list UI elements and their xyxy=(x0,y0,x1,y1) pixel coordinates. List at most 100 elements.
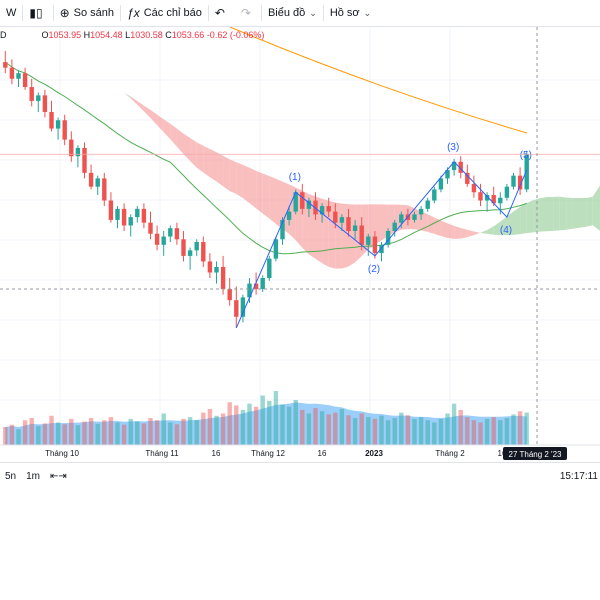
volume-bar xyxy=(385,420,391,445)
redo-icon: ↷ xyxy=(240,6,251,20)
candle-body xyxy=(42,95,48,112)
candle-body xyxy=(346,217,351,231)
candle-body xyxy=(102,178,107,201)
candle-body xyxy=(491,195,496,204)
candle-body xyxy=(141,208,147,223)
volume-bar xyxy=(293,400,298,445)
candle-body xyxy=(108,200,114,220)
candle-body xyxy=(260,278,265,290)
candle-body xyxy=(399,214,404,223)
ichimoku-cloud-segment xyxy=(526,200,534,234)
volume-bar xyxy=(161,413,166,445)
candle-type-button[interactable]: ▮▯ xyxy=(23,0,52,26)
open-value: 1053.95 xyxy=(48,30,82,40)
candle-body xyxy=(187,250,193,256)
candle-body xyxy=(412,214,417,220)
candle-body xyxy=(69,139,74,157)
interval-label: W xyxy=(6,7,17,19)
volume-bar xyxy=(62,424,67,445)
ichimoku-cloud-segment xyxy=(586,196,593,227)
volume-bar xyxy=(491,417,496,445)
volume-bar xyxy=(29,418,34,445)
volume-bar xyxy=(135,421,140,445)
candle-body xyxy=(286,211,292,220)
candle-body xyxy=(121,208,127,226)
candle-body xyxy=(293,192,298,212)
long-moving-average xyxy=(229,27,528,134)
ichimoku-cloud-segment xyxy=(460,228,468,239)
candle-body xyxy=(471,183,477,193)
ichimoku-cloud-segment xyxy=(275,178,283,230)
ichimoku-cloud-segment xyxy=(487,226,494,235)
ichimoku-cloud-segment xyxy=(256,170,263,214)
candle-body xyxy=(115,208,120,220)
undo-button[interactable]: ↶ xyxy=(209,0,235,26)
ichimoku-cloud-segment xyxy=(104,81,111,85)
candle-body xyxy=(379,244,384,254)
candle-body xyxy=(214,266,219,273)
indicators-button[interactable]: ƒx Các chỉ báo xyxy=(121,0,208,26)
candle-body xyxy=(372,236,378,254)
date-range-icon[interactable]: ⇤⇥ xyxy=(50,470,67,482)
candle-body xyxy=(478,192,483,201)
profile-menu[interactable]: Hồ sơ ⌄ xyxy=(324,0,377,26)
redo-button[interactable]: ↷ xyxy=(235,0,261,26)
open-label: O xyxy=(41,30,49,40)
candle-body xyxy=(333,211,338,223)
ichimoku-cloud-segment xyxy=(150,109,158,126)
candle-body xyxy=(267,258,272,279)
volume-bar xyxy=(220,413,226,445)
volume-bar xyxy=(42,423,48,445)
volume-bar xyxy=(16,429,21,445)
volume-bar xyxy=(339,409,345,445)
candle-body xyxy=(154,233,160,245)
ichimoku-cloud-segment xyxy=(447,223,455,239)
price-chart[interactable]: (1) (2) (3) (4) (5) Tháng 10 Tháng 11 16 Tháng 1… xyxy=(0,27,600,462)
ichimoku-cloud-segment xyxy=(137,101,144,112)
volume-bar xyxy=(141,423,147,445)
x-tick-label: 2023 xyxy=(365,449,383,458)
ichimoku-cloud-segment xyxy=(209,148,217,182)
toolbar-divider xyxy=(207,5,209,21)
volume-bar xyxy=(286,406,292,445)
candle-body xyxy=(168,228,173,237)
range-5d-button[interactable]: 5n xyxy=(5,470,17,482)
candle-body xyxy=(181,239,186,256)
candle-body xyxy=(49,111,54,129)
candle-body xyxy=(273,239,279,259)
volume-bar xyxy=(273,391,279,445)
ichimoku-cloud-segment xyxy=(229,159,237,194)
wave-label: (5) xyxy=(520,150,532,161)
ichimoku-cloud-segment xyxy=(84,70,92,73)
candle-body xyxy=(306,200,312,209)
indicators-label: Các chỉ báo xyxy=(143,7,202,19)
volume-bar xyxy=(260,395,265,445)
volume-bar xyxy=(214,415,219,445)
chart-type-menu[interactable]: Biểu đồ ⌄ xyxy=(262,0,323,26)
candle-body xyxy=(88,172,94,187)
ichimoku-cloud-segment xyxy=(473,231,481,236)
ichimoku-cloud-segment xyxy=(546,196,554,232)
ichimoku-cloud-segment xyxy=(176,128,184,154)
volume-bar xyxy=(194,420,199,445)
ichimoku-cloud-segment xyxy=(242,164,250,204)
candle-body xyxy=(313,200,318,215)
range-1m-button[interactable]: 1m xyxy=(26,470,41,482)
candle-body xyxy=(207,261,213,273)
clock: 15:17:11 xyxy=(559,470,598,482)
volume-bar xyxy=(69,418,74,445)
ichimoku-cloud-segment xyxy=(579,197,587,228)
volume-bar xyxy=(227,402,232,445)
volume-bar xyxy=(352,418,358,445)
ichimoku-cloud-segment xyxy=(520,203,527,235)
ichimoku-cloud-segment xyxy=(110,84,118,89)
compare-button[interactable]: ⊕ So sánh xyxy=(54,0,120,26)
candle-body xyxy=(128,217,133,226)
interval-selector[interactable]: W xyxy=(0,0,22,26)
candle-body xyxy=(458,161,463,173)
ichimoku-cloud-segment xyxy=(454,225,461,239)
candle-body xyxy=(359,225,364,245)
volume-bar xyxy=(458,409,463,445)
ichimoku-cloud-segment xyxy=(130,96,138,105)
volume-bar xyxy=(9,424,15,445)
